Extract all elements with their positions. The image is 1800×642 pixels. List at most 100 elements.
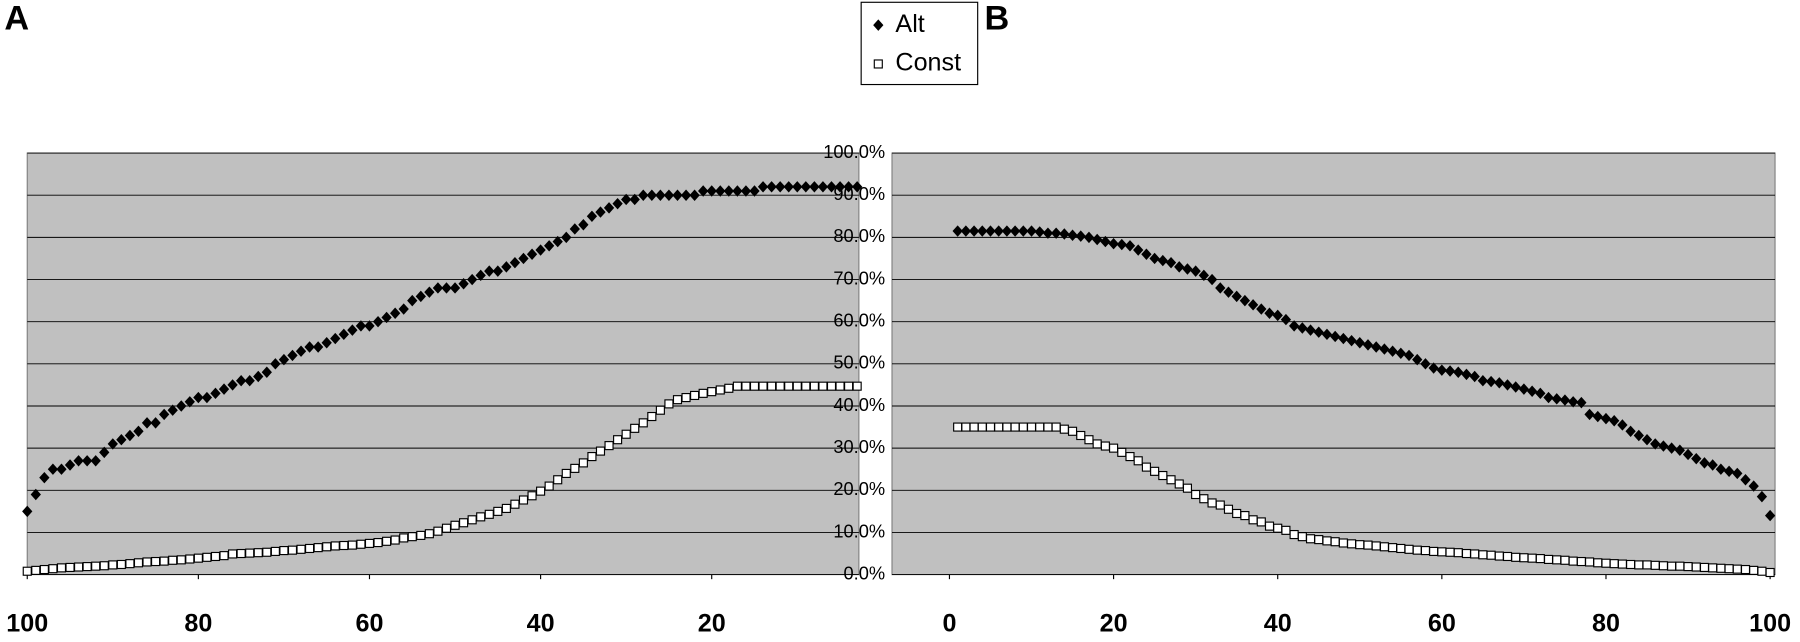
point: [141, 417, 153, 429]
point: [1543, 554, 1554, 564]
point: [1141, 462, 1151, 472]
point: [1641, 434, 1653, 446]
point: [1150, 466, 1160, 476]
point: [441, 282, 452, 294]
point: [1535, 554, 1545, 564]
point: [1723, 465, 1735, 478]
point: [1560, 555, 1570, 565]
point: [1732, 467, 1743, 480]
point: [1584, 408, 1595, 421]
point: [1076, 430, 1086, 441]
point: [1083, 231, 1095, 244]
point: [1650, 438, 1661, 450]
point: [1486, 550, 1496, 560]
point: [133, 425, 144, 437]
point: [1067, 229, 1078, 241]
point: [1232, 508, 1242, 519]
point: [740, 185, 752, 197]
x-tick-label: 60: [356, 610, 384, 638]
point: [604, 441, 614, 451]
point: [56, 563, 67, 573]
x-tick-label: 40: [527, 610, 555, 638]
x-tick-label: 100: [1749, 610, 1791, 638]
point: [65, 562, 75, 573]
point: [826, 381, 837, 391]
point: [1330, 330, 1341, 343]
point: [1321, 328, 1333, 341]
point: [1297, 322, 1308, 334]
point: [1223, 504, 1234, 514]
point: [518, 495, 529, 505]
point: [475, 269, 486, 282]
point: [1502, 379, 1513, 391]
point: [159, 556, 169, 566]
y-tick-label: 10.0%: [833, 520, 885, 541]
point: [1010, 422, 1020, 432]
point: [176, 400, 187, 412]
point: [672, 395, 683, 405]
point: [1280, 313, 1292, 326]
point: [630, 423, 640, 433]
point: [844, 381, 854, 391]
point: [655, 405, 665, 415]
point: [1100, 235, 1111, 248]
point: [741, 381, 751, 391]
point: [449, 282, 461, 294]
point: [953, 422, 963, 432]
point: [1551, 393, 1562, 405]
point: [1354, 337, 1365, 349]
point: [1215, 500, 1225, 510]
point: [467, 515, 477, 525]
point: [527, 491, 537, 501]
legend-label: Alt: [895, 10, 924, 38]
point: [424, 529, 434, 539]
point: [493, 506, 503, 516]
panel-label: A: [4, 0, 29, 38]
point: [1667, 561, 1677, 571]
point: [22, 566, 32, 576]
point: [1682, 448, 1694, 461]
point: [91, 561, 101, 571]
point: [407, 294, 418, 307]
point: [330, 332, 341, 345]
point: [407, 532, 417, 542]
point: [638, 418, 648, 428]
point: [1568, 556, 1578, 566]
point: [151, 556, 161, 567]
point: [535, 244, 546, 256]
point: [262, 547, 272, 557]
point: [985, 422, 996, 432]
y-tick-label: 100.0%: [823, 141, 885, 162]
point: [1313, 326, 1324, 338]
point: [108, 560, 118, 570]
point: [321, 337, 332, 349]
point: [1658, 440, 1669, 452]
point: [552, 235, 563, 248]
point: [1584, 557, 1595, 567]
point: [1494, 377, 1505, 389]
x-tick-label: 40: [1264, 610, 1292, 638]
point: [338, 328, 349, 341]
point: [1158, 470, 1168, 481]
point: [48, 564, 58, 574]
point: [578, 458, 588, 468]
point: [39, 471, 50, 484]
y-tick-label: 90.0%: [833, 183, 885, 204]
point: [372, 315, 384, 328]
point: [193, 391, 204, 404]
y-tick-label: 40.0%: [833, 394, 885, 415]
point: [994, 422, 1004, 432]
point: [167, 404, 178, 416]
point: [1166, 475, 1176, 485]
y-tick-label: 20.0%: [833, 478, 885, 499]
point: [261, 366, 272, 378]
point: [1756, 490, 1768, 503]
point: [1552, 555, 1562, 565]
point: [176, 555, 186, 565]
point: [245, 548, 255, 558]
x-tick-label: 0: [942, 610, 956, 638]
point: [484, 509, 494, 519]
point: [1469, 370, 1480, 383]
point: [347, 540, 357, 550]
